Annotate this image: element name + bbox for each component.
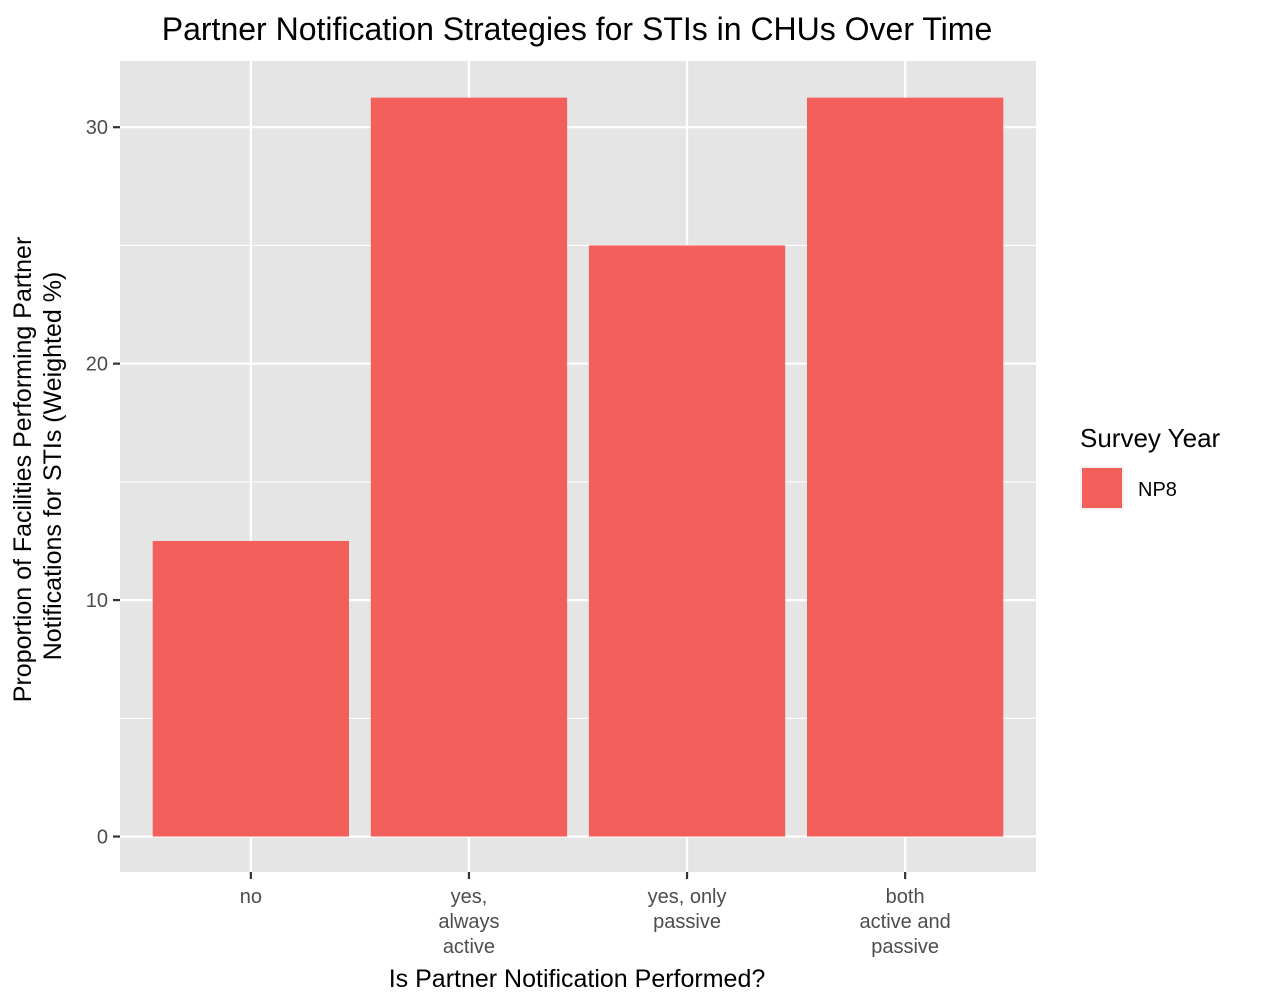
x-tick-label-line: active and — [860, 911, 951, 933]
y-tick-label: 0 — [97, 827, 108, 849]
bars — [152, 97, 1004, 837]
x-tick-label-line: no — [240, 886, 262, 908]
y-tick-label: 20 — [86, 354, 108, 376]
x-tick-label-line: active — [443, 936, 495, 958]
x-tick-label-line: both — [886, 886, 925, 908]
legend-title: Survey Year — [1080, 423, 1221, 453]
x-tick-label: both active and passive — [860, 886, 951, 958]
y-tick-label: 10 — [86, 590, 108, 612]
bar — [588, 245, 786, 837]
x-tick-label: yes, always active — [438, 886, 499, 958]
x-axis-title: Is Partner Notification Performed? — [389, 965, 766, 993]
bar — [152, 540, 349, 837]
y-axis-title-line-2: Notifications for STIs (Weighted %) — [39, 272, 67, 661]
chart-title: Partner Notification Strategies for STIs… — [162, 11, 992, 47]
bar — [807, 97, 1004, 837]
x-tick-label-line: passive — [653, 911, 721, 933]
y-tick-label: 30 — [86, 117, 108, 139]
y-axis: 0 10 20 30 — [86, 117, 120, 849]
y-axis-title: Proportion of Facilities Performing Part… — [9, 230, 67, 702]
x-tick-label: yes, only passive — [648, 886, 727, 933]
x-tick-label-line: yes, only — [648, 886, 727, 908]
legend-key-np8 — [1082, 468, 1122, 508]
y-axis-title-line-1: Proportion of Facilities Performing Part… — [9, 237, 37, 702]
legend-label-np8: NP8 — [1138, 479, 1177, 501]
x-tick-label-line: always — [438, 911, 499, 933]
bar — [370, 97, 568, 837]
x-axis: no yes, always active yes, only passive both ac… — [240, 872, 951, 958]
x-tick-label: no — [240, 886, 262, 908]
x-tick-label-line: yes, — [451, 886, 488, 908]
legend: Survey Year NP8 — [1080, 423, 1221, 510]
x-tick-label-line: passive — [871, 936, 939, 958]
